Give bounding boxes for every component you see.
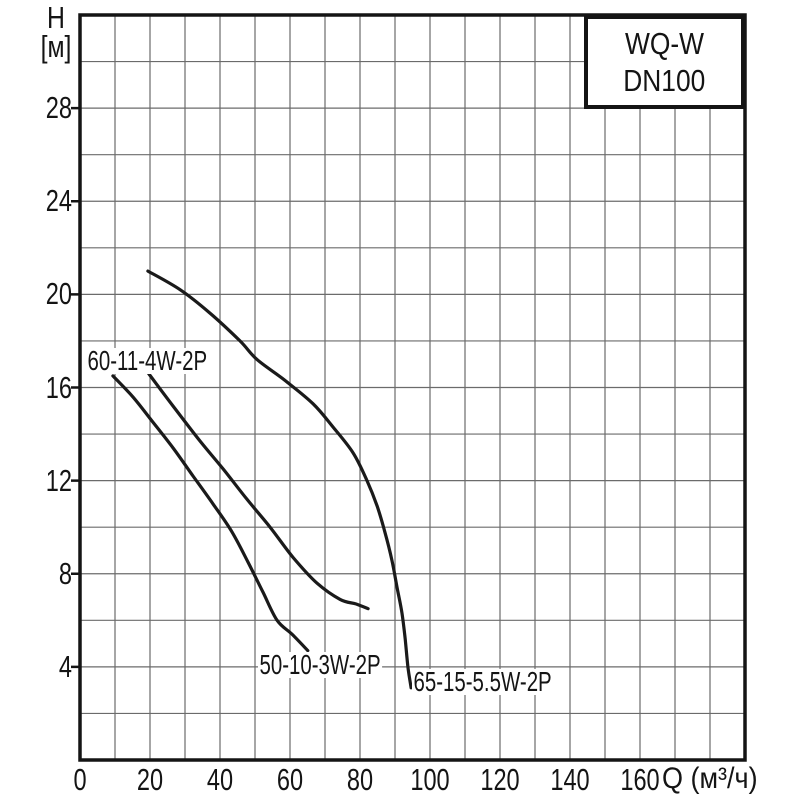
x-tick-label-120: 120 — [480, 762, 520, 797]
y-axis-title: H [м] — [32, 0, 80, 64]
y-tick-label-20: 20 — [45, 276, 72, 312]
x-tick-label-160: 160 — [620, 762, 660, 797]
x-tick-label-60: 60 — [276, 762, 304, 797]
x-tick-label-140: 140 — [550, 762, 590, 797]
y-tick-label-12: 12 — [45, 462, 72, 498]
title-box-series: WQ-W — [624, 26, 705, 61]
pump-curve-60-11-4W-2P — [147, 371, 370, 611]
curve-label-60-11-4W-2P: 60-11-4W-2P — [85, 344, 209, 376]
y-axis-title-unit: [м] — [40, 29, 72, 64]
y-tick-label-24: 24 — [45, 183, 72, 219]
y-tick-label-4: 4 — [58, 648, 72, 684]
title-box-size: DN100 — [623, 63, 706, 98]
curve-label-65-15-5.5W-2P: 65-15-5.5W-2P — [412, 666, 554, 698]
y-tick-label-8: 8 — [58, 555, 72, 591]
x-tick-label-40: 40 — [206, 762, 234, 797]
x-tick-label-100: 100 — [410, 762, 450, 797]
pump-curve-65-15-5.5W-2P — [146, 269, 413, 690]
x-axis-unit-label: Q (м³/ч) — [662, 762, 758, 795]
title-box: WQ-W DN100 — [584, 15, 745, 109]
y-tick-label-16: 16 — [45, 369, 72, 405]
x-tick-label-0: 0 — [73, 762, 87, 797]
y-tick-label-28: 28 — [45, 90, 72, 126]
curve-label-50-10-3W-2P: 50-10-3W-2P — [258, 648, 383, 680]
pump-curve-50-10-3W-2P — [111, 374, 310, 653]
x-tick-label-20: 20 — [136, 762, 164, 797]
x-tick-label-80: 80 — [346, 762, 374, 797]
y-axis-title-symbol: H — [47, 0, 65, 35]
plot-frame — [78, 13, 747, 762]
